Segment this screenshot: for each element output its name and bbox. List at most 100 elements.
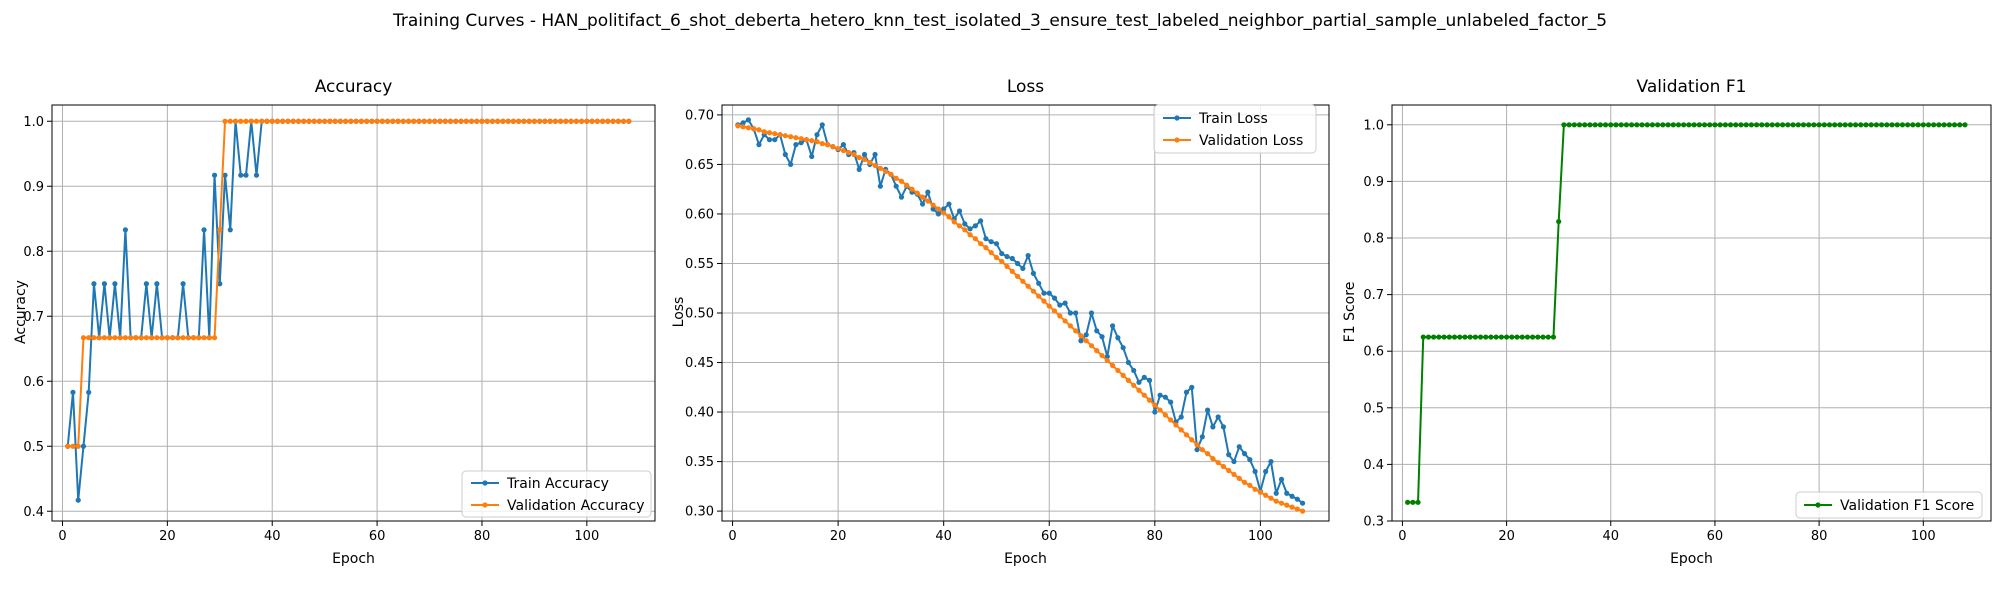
loss-series-1-point: [1073, 328, 1079, 334]
accuracy-series-1-point: [411, 118, 417, 124]
f1-series-0-point: [1962, 122, 1968, 128]
accuracy-series-1-point: [91, 335, 97, 341]
accuracy-series-1-point: [306, 118, 312, 124]
accuracy-series-1-point: [253, 118, 260, 124]
f1-series-0-point: [1707, 122, 1713, 128]
f1-series-0-point: [1665, 122, 1671, 128]
f1-series-0-point: [1816, 122, 1822, 128]
f1-series-0-point: [1410, 499, 1416, 505]
accuracy-series-1-point: [217, 227, 223, 233]
f1-series-0-point: [1733, 122, 1739, 128]
loss-series-1-point: [1220, 463, 1227, 470]
f1-series-0-point: [1795, 122, 1801, 128]
accuracy-series-0-point: [70, 389, 76, 395]
loss-series-1-point: [1109, 362, 1116, 369]
accuracy-series-1-point: [264, 118, 270, 124]
loss-series-0-point: [872, 151, 878, 158]
loss-ytick-label-0: 0.30: [685, 505, 714, 520]
f1-series-0-point: [1863, 122, 1869, 128]
f1-ylabel: F1 Score: [1342, 282, 1358, 343]
f1-series-0-point: [1675, 122, 1682, 128]
f1-series-0-point: [1420, 334, 1426, 340]
loss-series-0-point: [1067, 310, 1073, 316]
accuracy-series-1-point: [75, 443, 81, 449]
f1-series-0-point: [1597, 122, 1603, 128]
f1-series-0-point: [1790, 122, 1796, 128]
accuracy-legend-label-train: Train Accuracy: [506, 476, 609, 492]
loss-legend-label-train: Train Loss: [1198, 111, 1268, 127]
accuracy-series-1-point: [232, 118, 239, 124]
accuracy-series-1-point: [500, 118, 506, 124]
loss-series-0-point: [1273, 490, 1279, 496]
loss-series-1-point: [846, 149, 852, 156]
loss-series-1-point: [840, 147, 847, 154]
accuracy-series-1-point: [484, 118, 490, 124]
accuracy-series-1-point: [301, 118, 307, 124]
loss-series-0-point: [1289, 493, 1295, 499]
f1-series-0-point: [1530, 334, 1536, 340]
accuracy-ytick-label-5: 0.9: [23, 180, 44, 195]
accuracy-series-1-point: [453, 118, 459, 124]
f1-plot-area: 0 20 40 60 80 100 0.3 0.4 0.5 0.6 0.7 0.8 0.9 1.0: [1363, 104, 1992, 544]
loss-ytick-label-2: 0.40: [685, 406, 714, 421]
f1-series-0-point: [1582, 122, 1588, 128]
loss-series-0-point: [1104, 353, 1110, 360]
f1-series-0-point: [1629, 122, 1635, 128]
loss-title: Loss: [1007, 77, 1044, 97]
f1-series-0-point: [1743, 122, 1749, 128]
accuracy-ytick-label-1: 0.5: [23, 440, 44, 455]
loss-series-0-point: [856, 166, 862, 172]
f1-series-0-point: [1488, 334, 1494, 340]
loss-series-0-point: [1241, 451, 1248, 457]
loss-ytick-label-5: 0.55: [685, 257, 714, 272]
loss-series-1-point: [1146, 397, 1153, 403]
loss-series-0-point: [745, 117, 751, 123]
loss-series-1-point: [803, 137, 810, 143]
loss-series-1-point: [861, 156, 868, 163]
loss-series-0-point: [772, 137, 778, 143]
loss-series-0-point: [999, 250, 1005, 257]
loss-ylabel: Loss: [671, 297, 687, 328]
loss-series-1-point: [925, 198, 931, 204]
loss-series-0-point: [1036, 280, 1042, 286]
loss-series-0-point: [898, 194, 905, 200]
accuracy-series-1-point: [274, 118, 281, 124]
accuracy-series-1-point: [353, 118, 359, 124]
loss-series-1-point: [1020, 278, 1026, 284]
f1-series-0-point: [1686, 122, 1692, 128]
loss-series-1-point: [951, 219, 957, 225]
loss-series-1-point: [1183, 432, 1190, 438]
loss-series-0-point: [740, 120, 746, 126]
accuracy-series-1-point: [474, 118, 480, 124]
loss-series-0-point: [1194, 447, 1200, 453]
accuracy-series-1-point: [620, 118, 627, 124]
f1-series-0-point: [1696, 122, 1702, 128]
f1-series-0-point: [1550, 334, 1557, 340]
f1-series-0-point: [1821, 122, 1827, 128]
loss-series-1-point: [877, 165, 883, 171]
loss-series-1-point: [1067, 323, 1073, 329]
loss-series-1-point: [830, 144, 836, 150]
accuracy-series-1-point: [117, 335, 123, 341]
loss-series-0-point: [1009, 255, 1015, 262]
accuracy-series-1-point: [584, 118, 590, 124]
accuracy-series-1-point: [290, 118, 296, 124]
loss-xtick-label-5: 100: [1248, 529, 1273, 544]
accuracy-series-0-point: [75, 497, 81, 503]
f1-series-0-point: [1899, 122, 1906, 128]
loss-series-0-point: [1231, 458, 1237, 465]
accuracy-series-1-point: [405, 118, 412, 124]
loss-series-0-point: [972, 223, 978, 229]
accuracy-series-1-point: [201, 335, 207, 341]
loss-series-0-point: [941, 206, 947, 212]
accuracy-series-1-point: [311, 118, 317, 124]
f1-series-0-point: [1879, 122, 1885, 128]
figure-title: Training Curves - HAN_politifact_6_shot_…: [392, 11, 1607, 31]
f1-series-0-point: [1545, 334, 1551, 340]
accuracy-series-1-point: [190, 335, 197, 341]
loss-series-1-point: [930, 202, 936, 208]
accuracy-series-1-point: [159, 335, 165, 341]
f1-series-0-point: [1868, 122, 1874, 128]
loss-series-1-point: [1152, 402, 1158, 408]
loss-series-0-point: [1125, 359, 1132, 366]
